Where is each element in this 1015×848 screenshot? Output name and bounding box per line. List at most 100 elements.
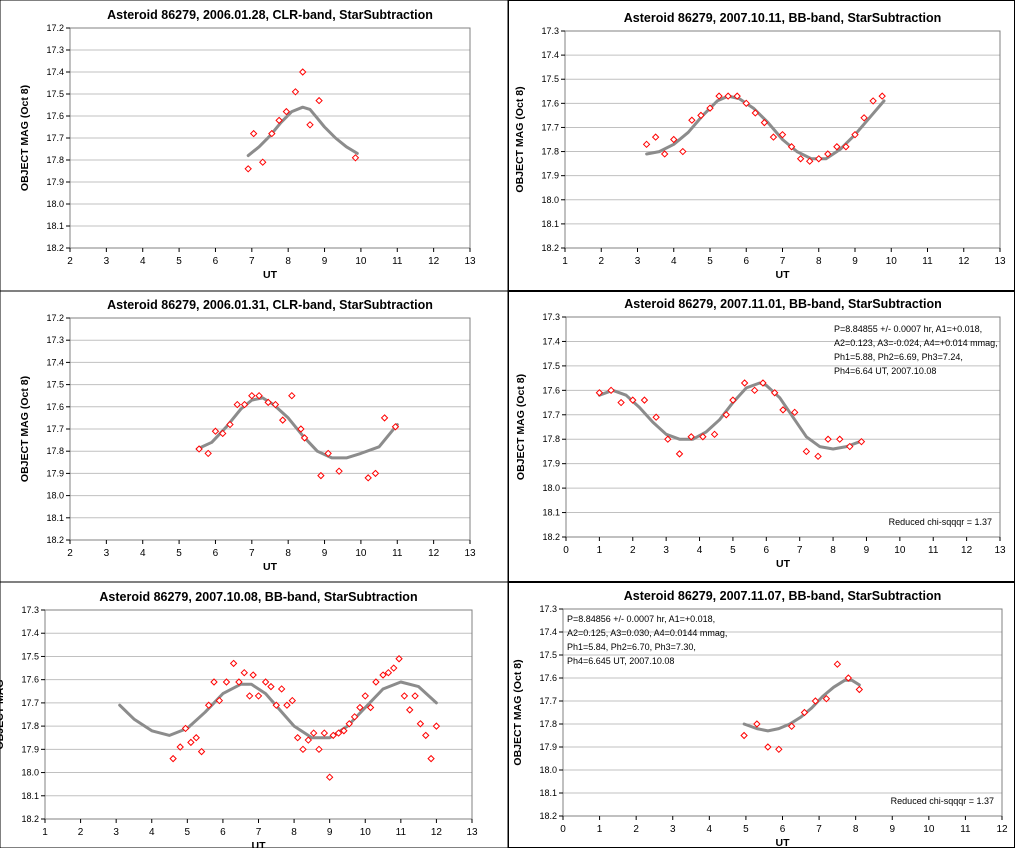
y-tick-label: 17.4 xyxy=(539,627,557,637)
data-point xyxy=(787,722,796,731)
data-point xyxy=(299,68,307,76)
x-tick-label: 2 xyxy=(78,827,84,838)
data-point xyxy=(427,754,435,763)
y-tick-label: 17.3 xyxy=(542,312,560,322)
panel-frame xyxy=(0,291,508,582)
data-point xyxy=(400,692,409,700)
x-tick-label: 4 xyxy=(140,548,146,559)
chart-title: Asteroid 86279, 2007.10.11, BB-band, Sta… xyxy=(624,11,941,25)
x-tick-label: 12 xyxy=(996,824,1008,835)
data-point xyxy=(742,99,750,108)
data-point xyxy=(787,143,796,151)
chart-panel-2: Asteroid 86279, 2007.10.11, BB-band, Sta… xyxy=(508,0,1015,291)
y-tick-label: 18.1 xyxy=(46,513,64,523)
data-point xyxy=(299,745,307,754)
data-point xyxy=(240,668,248,677)
data-point xyxy=(652,413,660,421)
x-tick-label: 0 xyxy=(563,545,569,556)
y-tick-label: 17.5 xyxy=(541,74,559,84)
x-tick-label: 9 xyxy=(864,545,870,556)
data-point xyxy=(226,420,234,429)
y-tick-label: 17.2 xyxy=(46,313,64,323)
data-point xyxy=(764,743,772,751)
x-tick-label: 2 xyxy=(598,256,604,267)
data-point xyxy=(842,143,850,151)
chart-title: Asteroid 86279, 2007.11.07, BB-band, Sta… xyxy=(624,589,941,603)
y-axis-label: OBJECT MAG (Oct 8) xyxy=(19,85,31,191)
data-point xyxy=(380,414,389,422)
y-tick-label: 17.6 xyxy=(46,111,64,121)
data-point xyxy=(282,107,291,116)
data-point xyxy=(254,692,263,700)
data-point xyxy=(195,445,203,453)
x-axis-label: UT xyxy=(263,269,278,281)
data-point xyxy=(759,379,767,387)
x-tick-label: 10 xyxy=(360,827,372,838)
x-tick-label: 5 xyxy=(185,827,191,838)
data-point xyxy=(329,731,337,740)
data-point xyxy=(395,655,403,663)
data-point xyxy=(824,150,832,158)
data-point xyxy=(275,116,283,125)
y-tick-label: 18.0 xyxy=(542,483,560,493)
y-tick-label: 17.5 xyxy=(539,650,557,660)
y-tick-label: 17.5 xyxy=(542,361,560,371)
data-point xyxy=(857,437,866,446)
x-tick-label: 8 xyxy=(285,256,291,267)
fit-curve xyxy=(118,680,438,740)
data-point xyxy=(291,88,300,96)
data-point xyxy=(379,671,387,679)
data-point xyxy=(261,678,270,686)
y-tick-label: 17.8 xyxy=(541,147,559,157)
x-tick-label: 9 xyxy=(322,548,328,559)
data-point xyxy=(335,467,343,475)
data-point xyxy=(222,678,231,686)
y-tick-label: 17.5 xyxy=(21,651,39,661)
x-tick-label: 4 xyxy=(149,827,155,838)
panel-frame xyxy=(508,582,1015,848)
chart-annotation: A2=0.125, A3=0.030, A4=0.0144 mmag, xyxy=(567,628,727,638)
data-point xyxy=(822,694,831,703)
y-tick-label: 17.7 xyxy=(21,698,39,708)
x-tick-label: 11 xyxy=(396,827,407,838)
data-point xyxy=(740,731,748,740)
x-tick-label: 12 xyxy=(961,545,973,556)
data-point xyxy=(796,155,805,163)
y-axis-label: OBJECT MAG (Oct 8) xyxy=(515,374,527,480)
y-tick-label: 17.9 xyxy=(542,459,560,469)
y-tick-label: 18.0 xyxy=(46,491,64,501)
y-tick-label: 18.2 xyxy=(21,814,39,824)
data-point xyxy=(351,154,360,162)
data-point xyxy=(391,423,400,431)
y-axis-label: OBJECT MAG (Oct 8) xyxy=(512,659,524,765)
chart-annotation: A2=0.123, A3=-0.024, A4=+0.014 mmag, xyxy=(834,338,998,348)
data-point xyxy=(836,435,844,443)
data-point xyxy=(675,450,684,458)
y-tick-label: 17.9 xyxy=(46,177,64,187)
y-tick-label: 17.6 xyxy=(539,673,557,683)
x-tick-label: 8 xyxy=(291,827,297,838)
data-point xyxy=(248,391,256,400)
x-tick-label: 2 xyxy=(630,545,636,556)
x-tick-label: 2 xyxy=(67,548,73,559)
data-point xyxy=(320,729,329,737)
data-point xyxy=(204,449,212,458)
data-point xyxy=(779,406,787,414)
x-axis-label: UT xyxy=(263,561,278,573)
x-tick-label: 6 xyxy=(743,256,749,267)
y-tick-label: 17.6 xyxy=(541,98,559,108)
data-point xyxy=(815,155,823,163)
chart-annotation: Ph4=6.64 UT, 2007.10.08 xyxy=(834,366,936,376)
x-tick-label: 6 xyxy=(780,824,786,835)
data-point xyxy=(760,118,769,127)
data-point xyxy=(855,685,864,694)
data-point xyxy=(197,747,206,756)
x-tick-label: 11 xyxy=(960,824,971,835)
chart-annotation: P=8.84856 +/- 0.0007 hr, A1=+0.018, xyxy=(567,614,715,624)
y-tick-label: 17.9 xyxy=(539,742,557,752)
y-tick-label: 17.4 xyxy=(542,336,560,346)
data-point xyxy=(688,116,696,124)
data-point xyxy=(824,435,832,443)
data-point xyxy=(372,678,380,686)
